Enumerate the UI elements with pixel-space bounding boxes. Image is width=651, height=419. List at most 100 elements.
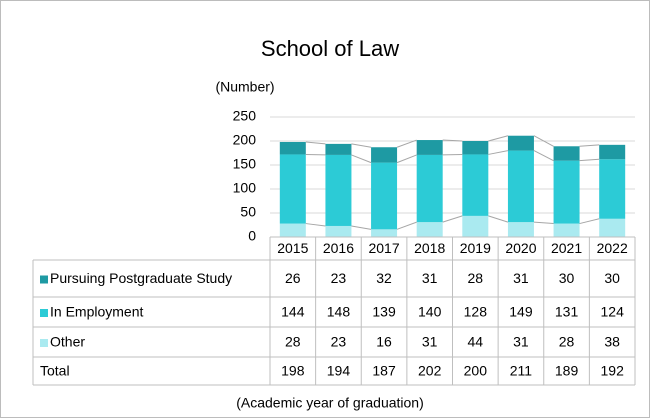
table-value: 28 <box>559 334 575 350</box>
series-line <box>488 150 509 155</box>
table-total-label: Total <box>40 363 70 379</box>
y-axis-label: (Number) <box>215 79 274 95</box>
table-total: 192 <box>601 363 625 379</box>
bar-segment <box>462 141 489 155</box>
bar-segment <box>325 225 352 237</box>
x-tick-label: 2018 <box>414 240 445 256</box>
table-value: 131 <box>555 304 579 320</box>
series-line <box>533 135 554 147</box>
bar-segment <box>325 154 352 226</box>
x-tick-label: 2022 <box>597 240 628 256</box>
table-value: 23 <box>331 270 347 286</box>
table-value: 124 <box>601 304 625 320</box>
table-value: 16 <box>376 334 392 350</box>
table-value: 23 <box>331 334 347 350</box>
bar-segment <box>507 135 534 151</box>
legend-label: Pursuing Postgraduate Study <box>50 270 232 286</box>
y-tick-label: 150 <box>233 156 257 172</box>
table-value: 38 <box>604 334 620 350</box>
legend-swatch <box>40 339 48 347</box>
table-value: 31 <box>422 270 438 286</box>
bar-segment <box>462 154 489 216</box>
series-line <box>351 225 372 230</box>
legend-swatch <box>40 309 48 317</box>
table-total: 202 <box>418 363 442 379</box>
chart-title: School of Law <box>261 36 399 61</box>
y-tick-label: 0 <box>248 228 256 244</box>
table-value: 26 <box>285 270 301 286</box>
x-tick-label: 2016 <box>323 240 354 256</box>
table-total: 200 <box>464 363 488 379</box>
table-total: 198 <box>281 363 305 379</box>
bar-segment <box>325 143 352 155</box>
table-value: 128 <box>464 304 488 320</box>
x-axis-label: (Academic year of graduation) <box>236 395 424 411</box>
y-tick-label: 250 <box>233 108 257 124</box>
x-tick-label: 2021 <box>551 240 582 256</box>
series-line <box>351 154 372 164</box>
y-tick-label: 50 <box>240 204 256 220</box>
table-value: 28 <box>468 270 484 286</box>
y-tick-label: 100 <box>233 180 257 196</box>
bar-segment <box>371 162 398 230</box>
table-value: 139 <box>372 304 396 320</box>
table-value: 44 <box>468 334 484 350</box>
series-line <box>579 218 600 225</box>
table-value: 31 <box>513 334 529 350</box>
bar-segment <box>416 140 443 155</box>
table-value: 30 <box>604 270 620 286</box>
table-value: 28 <box>285 334 301 350</box>
x-tick-label: 2015 <box>277 240 308 256</box>
bar-segment <box>599 159 626 219</box>
bar-segment <box>507 150 534 223</box>
legend-swatch <box>40 275 48 284</box>
legend-label: Other <box>50 334 85 350</box>
series-line <box>442 139 463 142</box>
series-line <box>488 135 509 142</box>
table-value: 31 <box>422 334 438 350</box>
table-value: 32 <box>376 270 392 286</box>
bar-segment <box>599 218 626 237</box>
table-value: 148 <box>327 304 351 320</box>
series-line <box>488 215 509 223</box>
bar-segment <box>599 144 626 160</box>
series-line <box>396 139 417 148</box>
bar-segment <box>279 154 306 224</box>
table-value: 31 <box>513 270 529 286</box>
series-line <box>533 221 554 225</box>
table-total: 194 <box>327 363 351 379</box>
x-tick-label: 2019 <box>460 240 491 256</box>
series-line <box>351 143 372 148</box>
bar-segment <box>416 222 443 237</box>
bar-segment <box>507 222 534 237</box>
bar-segment <box>553 160 580 224</box>
table-total: 187 <box>372 363 396 379</box>
series-line <box>396 221 417 230</box>
bar-segment <box>279 141 306 155</box>
series-line <box>305 141 326 145</box>
x-tick-label: 2020 <box>505 240 536 256</box>
series-line <box>442 215 463 223</box>
table-value: 144 <box>281 304 305 320</box>
bar-segment <box>553 146 580 161</box>
table-value: 140 <box>418 304 442 320</box>
table-total: 189 <box>555 363 579 379</box>
series-line <box>579 144 600 147</box>
bar-segment <box>462 215 489 237</box>
bar-segment <box>416 154 443 223</box>
bar-segment <box>553 223 580 237</box>
bar-segment <box>371 147 398 163</box>
table-value: 30 <box>559 270 575 286</box>
series-line <box>579 158 600 162</box>
table-value: 149 <box>509 304 533 320</box>
y-tick-label: 200 <box>233 132 257 148</box>
legend-label: In Employment <box>50 304 143 320</box>
series-line <box>396 154 417 164</box>
bar-segment <box>371 229 398 237</box>
x-tick-label: 2017 <box>368 240 399 256</box>
series-line <box>533 150 554 162</box>
series-line <box>305 223 326 227</box>
